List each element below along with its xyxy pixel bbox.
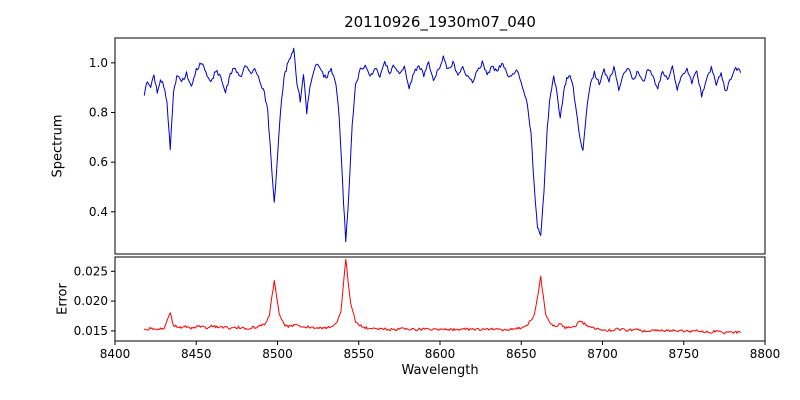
x-tick-label: 8800 — [750, 347, 781, 361]
x-tick-label: 8500 — [262, 347, 293, 361]
spectrum-y-tick-label: 1.0 — [89, 56, 108, 70]
spectrum-y-tick-label: 0.4 — [89, 205, 108, 219]
x-tick-label: 8700 — [587, 347, 618, 361]
error-y-tick-label: 0.025 — [74, 264, 108, 278]
spectrum-panel-border — [114, 37, 766, 255]
x-axis-label: Wavelength — [401, 363, 479, 378]
x-tick-label: 8400 — [100, 347, 131, 361]
error-line — [143, 258, 741, 335]
x-tick-label: 8550 — [343, 347, 374, 361]
error-y-tick-label: 0.020 — [74, 294, 108, 308]
chart-title: 20110926_1930m07_040 — [344, 13, 536, 31]
x-tick-label: 8750 — [668, 347, 699, 361]
spectrum-y-tick-label: 0.8 — [89, 105, 108, 119]
error-y-tick-label: 0.015 — [74, 324, 108, 338]
spectrum-y-tick-label: 0.6 — [89, 155, 108, 169]
x-tick-label: 8450 — [181, 347, 212, 361]
spectrum-line — [143, 47, 742, 243]
x-tick-label: 8650 — [506, 347, 537, 361]
x-tick-label: 8600 — [425, 347, 456, 361]
